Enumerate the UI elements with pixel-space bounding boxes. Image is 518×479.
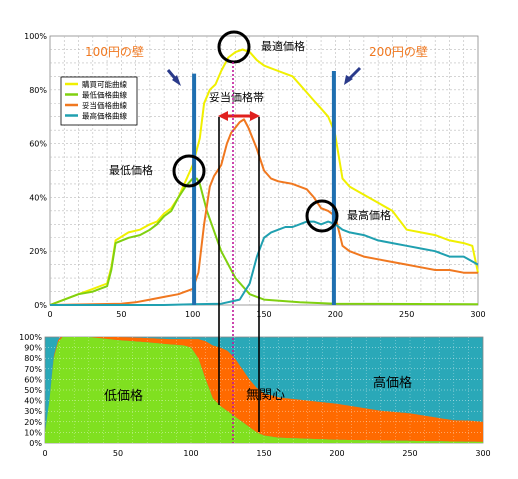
price-perception-area-chart: 0% 10%20% 30%40% 50% 60%70% 80%90% 100% 0 50 100… (19, 333, 491, 458)
series-line (49, 118, 478, 306)
top-x-tick-label: 100 (185, 310, 200, 319)
wall-200-label: 200円の壁 (369, 44, 428, 59)
area-indifferent (45, 337, 483, 442)
legend-entry-label: 妥当価格曲線 (82, 100, 127, 110)
top-x-tick-label: 250 (399, 310, 414, 319)
bottom-y-tick-label: 20% (24, 418, 42, 427)
top-series-lines (49, 48, 479, 306)
top-x-tick-label: 150 (256, 310, 271, 319)
optimal-circle (217, 30, 251, 64)
region-label-high: 高価格 (373, 375, 412, 391)
bottom-x-axis: 0 50 100 150 200 250 300 (42, 449, 490, 458)
top-y-tick-label: 40% (29, 193, 47, 202)
bottom-x-tick-label: 50 (113, 449, 123, 458)
bottom-x-tick-label: 0 (42, 449, 47, 458)
bottom-y-tick-label: 40% (24, 397, 42, 406)
optimal-label: 最適価格 (261, 39, 305, 53)
highest-circle (305, 199, 339, 233)
region-label-low: 低価格 (104, 388, 143, 404)
bottom-x-tick-label: 250 (402, 449, 417, 458)
region-label-indifferent: 無関心 (246, 388, 285, 403)
bottom-y-tick-label: 10% (24, 428, 42, 437)
bottom-x-tick-label: 100 (183, 449, 198, 458)
wall-100-label: 100円の壁 (85, 44, 144, 59)
cross-chart-lines (218, 62, 260, 443)
legend-entry-label: 最低価格曲線 (82, 90, 127, 100)
bottom-x-tick-label: 150 (256, 449, 271, 458)
bottom-y-axis: 0% 10%20% 30%40% 50% 60%70% 80%90% 100% (19, 333, 42, 448)
top-y-tick-label: 60% (29, 140, 47, 149)
lowest-circle (172, 154, 206, 188)
top-x-axis: 0 50 100 150 200 250 300 (47, 310, 485, 319)
bottom-y-tick-label: 90% (24, 344, 42, 353)
highest-label: 最高価格 (347, 208, 391, 222)
bottom-y-tick-label: 30% (24, 407, 42, 416)
top-y-tick-label: 20% (29, 247, 47, 256)
bottom-x-tick-label: 300 (475, 449, 490, 458)
band-label: 妥当価格帯 (209, 90, 264, 104)
bottom-y-tick-label: 80% (24, 354, 42, 363)
series-line (49, 177, 479, 306)
top-y-axis: 0% 20% 40% 60% 80% 100% (24, 32, 47, 310)
wall-100-arrowhead (172, 75, 181, 86)
top-x-tick-label: 300 (470, 310, 485, 319)
top-x-tick-label: 0 (47, 310, 52, 319)
band-arrow-right (250, 111, 260, 121)
bottom-stacked-areas (45, 337, 483, 443)
bottom-y-tick-label: 70% (24, 365, 42, 374)
top-x-tick-label: 200 (328, 310, 343, 319)
bottom-region-labels: 低価格 無関心 高価格 (104, 375, 412, 404)
bottom-grid (45, 337, 483, 443)
top-y-tick-label: 100% (24, 32, 47, 41)
bottom-y-tick-label: 60% (24, 375, 42, 384)
wall-200-arrowhead (344, 75, 353, 85)
bottom-y-tick-label: 50% (24, 386, 42, 395)
price-sensitivity-line-chart: 0% 20% 40% 60% 80% 100% 0 50 100 150 200 250 300 10… (24, 30, 486, 319)
top-y-tick-label: 80% (29, 86, 47, 95)
bottom-y-tick-label: 0% (29, 439, 42, 448)
bottom-y-tick-label: 100% (19, 333, 42, 342)
top-y-tick-label: 0% (34, 301, 47, 310)
series-line (49, 48, 479, 306)
series-line (50, 220, 479, 306)
bottom-x-tick-label: 200 (329, 449, 344, 458)
area-low-price (45, 337, 483, 443)
legend-entry-label: 購買可能曲線 (82, 79, 127, 89)
lowest-label: 最低価格 (109, 163, 153, 177)
band-arrow-left (218, 111, 228, 121)
top-x-tick-label: 50 (116, 310, 126, 319)
legend-entry-label: 最高価格曲線 (82, 111, 127, 121)
